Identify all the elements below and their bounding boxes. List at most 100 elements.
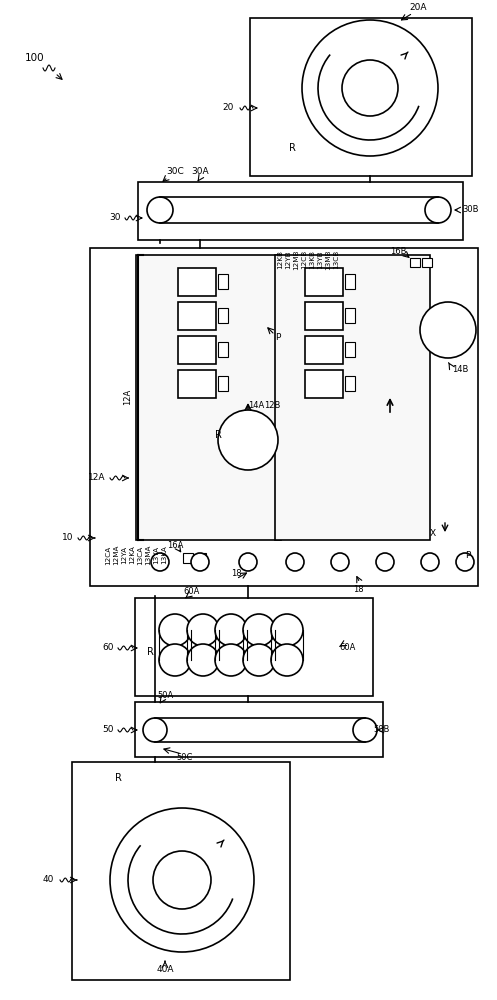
Bar — [345, 342, 355, 357]
Circle shape — [243, 614, 275, 646]
Text: 30: 30 — [109, 214, 121, 223]
Text: 13CA: 13CA — [137, 545, 143, 565]
Circle shape — [271, 644, 303, 676]
Text: 18: 18 — [231, 568, 242, 578]
Text: 12A: 12A — [88, 474, 106, 483]
Circle shape — [215, 644, 247, 676]
Bar — [218, 376, 228, 391]
Text: 13MB: 13MB — [325, 250, 331, 270]
Bar — [250, 18, 472, 176]
Bar — [345, 308, 355, 323]
Bar — [218, 274, 228, 289]
Circle shape — [421, 553, 439, 571]
Text: 12KA: 12KA — [129, 546, 135, 564]
Bar — [345, 274, 355, 289]
Text: 16A: 16A — [167, 540, 183, 550]
Text: 60A: 60A — [184, 587, 200, 596]
Text: 13MA: 13MA — [145, 545, 151, 565]
Text: 60A: 60A — [340, 644, 356, 652]
Bar — [178, 336, 216, 364]
Text: 30C: 30C — [166, 167, 184, 176]
Circle shape — [271, 614, 303, 646]
Text: 13CB: 13CB — [333, 250, 339, 269]
Circle shape — [159, 614, 191, 646]
Circle shape — [456, 553, 474, 571]
Bar — [305, 336, 343, 364]
Circle shape — [331, 553, 349, 571]
Text: 12CB: 12CB — [301, 250, 307, 269]
Text: 12KB: 12KB — [277, 250, 283, 269]
Text: R: R — [147, 647, 154, 657]
Bar — [305, 302, 343, 330]
Text: X: X — [430, 528, 436, 538]
Text: 60: 60 — [102, 644, 114, 652]
Circle shape — [286, 553, 304, 571]
Text: 20A: 20A — [409, 3, 427, 12]
Text: 10: 10 — [62, 534, 74, 542]
Bar — [345, 376, 355, 391]
Text: 14A: 14A — [248, 401, 264, 410]
Text: 18: 18 — [353, 585, 363, 594]
Circle shape — [147, 197, 173, 223]
Text: 40A: 40A — [156, 966, 174, 974]
Circle shape — [420, 302, 476, 358]
Text: 13KA: 13KA — [161, 546, 167, 564]
Text: 13YB: 13YB — [317, 250, 323, 269]
Circle shape — [376, 553, 394, 571]
Text: 50: 50 — [102, 726, 114, 734]
Bar — [136, 255, 281, 540]
Bar — [183, 553, 193, 563]
Bar — [196, 553, 206, 563]
Bar — [218, 342, 228, 357]
Circle shape — [143, 718, 167, 742]
Bar — [138, 182, 463, 240]
Text: 50B: 50B — [374, 726, 390, 734]
Text: 100: 100 — [25, 53, 45, 63]
Text: P: P — [275, 334, 281, 342]
Bar — [305, 268, 343, 296]
Bar — [275, 255, 430, 540]
Text: 12YB: 12YB — [285, 250, 291, 269]
Text: 14B: 14B — [452, 365, 468, 374]
Text: 12B: 12B — [264, 401, 280, 410]
Text: 12MB: 12MB — [293, 250, 299, 270]
Circle shape — [159, 644, 191, 676]
Text: 12YA: 12YA — [121, 546, 127, 564]
Circle shape — [239, 553, 257, 571]
Text: 12A: 12A — [123, 389, 133, 405]
Circle shape — [187, 614, 219, 646]
Bar — [305, 370, 343, 398]
Text: 30B: 30B — [462, 206, 479, 215]
Circle shape — [110, 808, 254, 952]
Text: 20: 20 — [222, 104, 234, 112]
Text: 16B: 16B — [390, 247, 406, 256]
Text: P: P — [465, 550, 471, 560]
Text: R: R — [115, 773, 121, 783]
Text: 30A: 30A — [191, 167, 209, 176]
Bar — [218, 308, 228, 323]
Text: 12MA: 12MA — [113, 545, 119, 565]
Bar — [135, 702, 383, 757]
Bar — [410, 258, 420, 267]
Bar — [422, 258, 432, 267]
Circle shape — [215, 614, 247, 646]
Text: 13YA: 13YA — [153, 546, 159, 564]
Circle shape — [425, 197, 451, 223]
Text: 12CA: 12CA — [105, 545, 111, 565]
Bar — [178, 302, 216, 330]
Bar — [135, 598, 373, 696]
Circle shape — [218, 410, 278, 470]
Circle shape — [243, 644, 275, 676]
Circle shape — [342, 60, 398, 116]
Text: 40: 40 — [42, 876, 54, 884]
Circle shape — [353, 718, 377, 742]
Text: R: R — [289, 143, 295, 153]
Bar — [178, 370, 216, 398]
Text: 13KB: 13KB — [309, 250, 315, 269]
Bar — [90, 248, 478, 586]
Bar — [72, 762, 290, 980]
Text: R: R — [215, 430, 222, 440]
Circle shape — [302, 20, 438, 156]
Circle shape — [191, 553, 209, 571]
Text: 50C: 50C — [177, 754, 193, 762]
